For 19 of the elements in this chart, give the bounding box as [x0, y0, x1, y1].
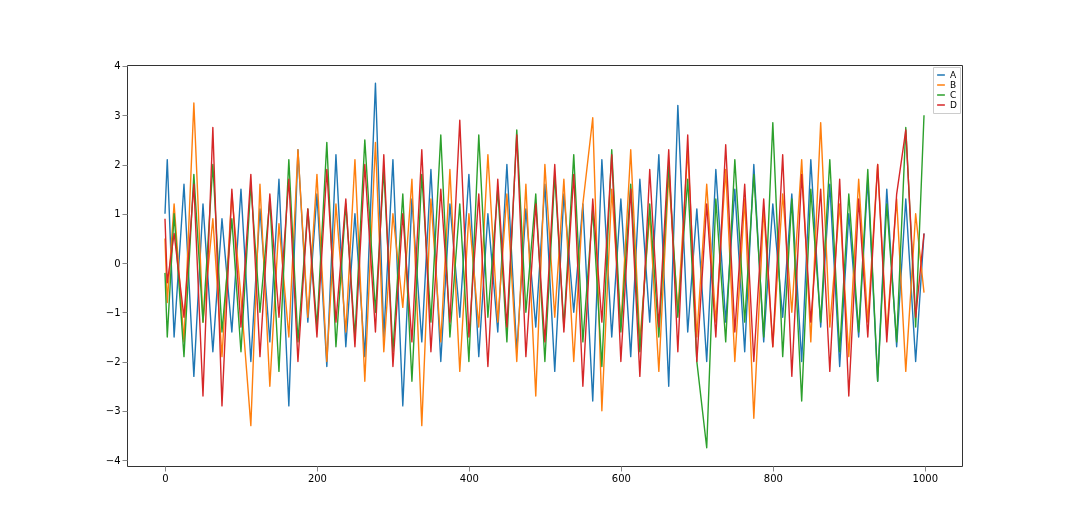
x-tick-label: 200: [307, 472, 327, 484]
y-tick-label: −2: [105, 356, 121, 368]
x-tick-label: 1000: [912, 472, 938, 484]
legend-label: C: [950, 90, 957, 100]
x-tick-label: 600: [611, 472, 631, 484]
y-tick-label: −1: [105, 306, 121, 318]
y-tick-label: 4: [114, 60, 121, 72]
y-tick-label: −3: [105, 405, 121, 417]
x-tick-label: 400: [459, 472, 479, 484]
x-tick-label: 0: [162, 472, 169, 484]
y-tick-label: 2: [114, 159, 121, 171]
y-tick-label: −4: [105, 454, 121, 466]
legend-label: D: [950, 100, 957, 110]
y-tick-label: 3: [114, 109, 121, 121]
y-tick-label: 0: [114, 257, 121, 269]
x-tick-label: 800: [763, 472, 783, 484]
legend-label: B: [950, 80, 957, 90]
legend-label: A: [950, 70, 957, 80]
y-tick-label: 1: [114, 208, 121, 220]
